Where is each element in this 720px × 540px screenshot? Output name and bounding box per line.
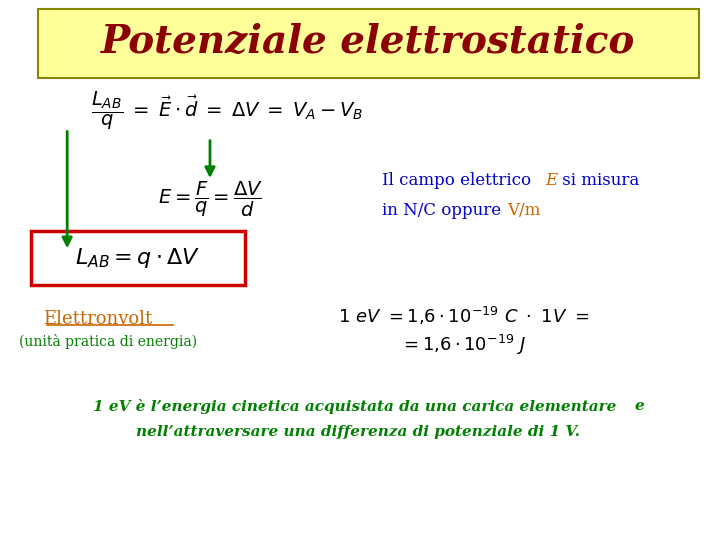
- Text: in N/C oppure: in N/C oppure: [382, 202, 507, 219]
- Text: $1\ eV\ = 1{,}6 \cdot 10^{-19}\ C\ \cdot\ 1V\ =$: $1\ eV\ = 1{,}6 \cdot 10^{-19}\ C\ \cdot…: [338, 305, 589, 327]
- Text: Potenziale elettrostatico: Potenziale elettrostatico: [101, 23, 635, 61]
- Text: $\dfrac{L_{AB}}{q}\;=\;\vec{E}\cdot\vec{d}\;=\;\Delta V\;=\;V_A - V_B$: $\dfrac{L_{AB}}{q}\;=\;\vec{E}\cdot\vec{…: [91, 90, 364, 132]
- Text: E: E: [546, 172, 558, 190]
- FancyBboxPatch shape: [30, 231, 245, 285]
- FancyBboxPatch shape: [37, 9, 699, 78]
- Text: 1 eV è l’energia cinetica acquistata da una carica elementare: 1 eV è l’energia cinetica acquistata da …: [94, 399, 622, 414]
- Text: si misura: si misura: [557, 172, 639, 190]
- Text: e: e: [634, 399, 644, 413]
- Text: V/m: V/m: [508, 202, 541, 219]
- Text: Il campo elettrico: Il campo elettrico: [382, 172, 536, 190]
- Text: $L_{AB} = q \cdot \Delta V$: $L_{AB} = q \cdot \Delta V$: [76, 246, 200, 270]
- Text: (unità pratica di energia): (unità pratica di energia): [19, 334, 197, 349]
- Text: Elettronvolt: Elettronvolt: [42, 309, 152, 328]
- Text: $E = \dfrac{F}{q} = \dfrac{\Delta V}{d}$: $E = \dfrac{F}{q} = \dfrac{\Delta V}{d}$: [158, 180, 262, 219]
- Text: $= 1{,}6 \cdot 10^{-19}\ J$: $= 1{,}6 \cdot 10^{-19}\ J$: [400, 333, 526, 356]
- Text: nell’attraversare una differenza di potenziale di 1 V.: nell’attraversare una differenza di pote…: [136, 425, 580, 439]
